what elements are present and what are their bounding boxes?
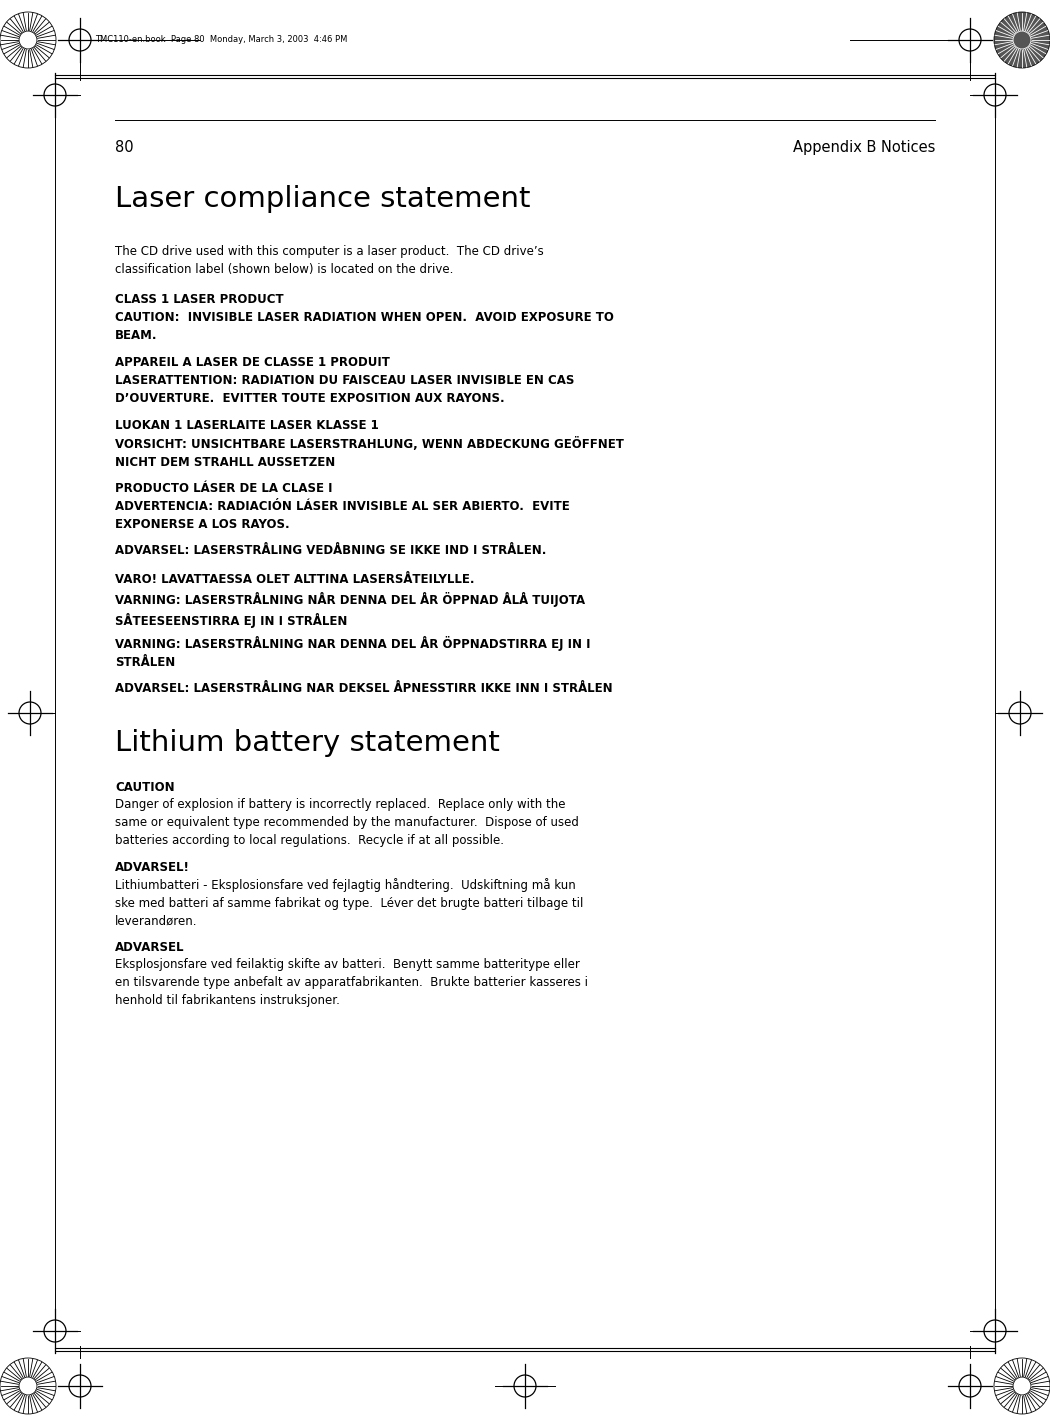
Circle shape [1013,1378,1031,1395]
Text: VARO! LAVATTAESSA OLET ALTTINA LASERSÅTEILYLLE.
VARNING: LASERSTRÅLNING NÅR DENN: VARO! LAVATTAESSA OLET ALTTINA LASERSÅTE… [116,573,585,629]
Text: ADVARSEL: ADVARSEL [116,941,185,954]
Text: The CD drive used with this computer is a laser product.  The CD drive’s
classif: The CD drive used with this computer is … [116,245,544,277]
Text: ADVARSEL!: ADVARSEL! [116,861,190,874]
Text: Danger of explosion if battery is incorrectly replaced.  Replace only with the
s: Danger of explosion if battery is incorr… [116,799,579,847]
Text: Eksplosjonsfare ved feilaktig skifte av batteri.  Benytt samme batteritype eller: Eksplosjonsfare ved feilaktig skifte av … [116,958,588,1007]
Text: APPAREIL A LASER DE CLASSE 1 PRODUIT
LASERATTENTION: RADIATION DU FAISCEAU LASER: APPAREIL A LASER DE CLASSE 1 PRODUIT LAS… [116,356,574,405]
Circle shape [994,1358,1050,1415]
Circle shape [994,11,1050,68]
Text: Lithium battery statement: Lithium battery statement [116,729,500,757]
Text: ADVARSEL: LASERSTRÅLING NAR DEKSEL ÅPNESSTIRR IKKE INN I STRÅLEN: ADVARSEL: LASERSTRÅLING NAR DEKSEL ÅPNES… [116,682,612,694]
Text: Appendix B Notices: Appendix B Notices [793,140,934,155]
Text: Laser compliance statement: Laser compliance statement [116,185,530,212]
Text: CLASS 1 LASER PRODUCT
CAUTION:  INVISIBLE LASER RADIATION WHEN OPEN.  AVOID EXPO: CLASS 1 LASER PRODUCT CAUTION: INVISIBLE… [116,292,614,342]
Circle shape [0,11,56,68]
Circle shape [19,1378,37,1395]
Circle shape [0,1358,56,1415]
Text: CAUTION: CAUTION [116,781,174,794]
Text: ADVARSEL: LASERSTRÅLING VEDÅBNING SE IKKE IND I STRÅLEN.: ADVARSEL: LASERSTRÅLING VEDÅBNING SE IKK… [116,545,546,558]
Text: LUOKAN 1 LASERLAITE LASER KLASSE 1
VORSICHT: UNSICHTBARE LASERSTRAHLUNG, WENN AB: LUOKAN 1 LASERLAITE LASER KLASSE 1 VORSI… [116,419,624,469]
Circle shape [1013,31,1031,48]
Text: PRODUCTO LÁSER DE LA CLASE I
ADVERTENCIA: RADIACIÓN LÁSER INVISIBLE AL SER ABIER: PRODUCTO LÁSER DE LA CLASE I ADVERTENCIA… [116,482,570,530]
Text: VARNING: LASERSTRÅLNING NAR DENNA DEL ÅR ÖPPNADSTIRRA EJ IN I
STRÅLEN: VARNING: LASERSTRÅLNING NAR DENNA DEL ÅR… [116,636,590,669]
Text: TMC110-en.book  Page 80  Monday, March 3, 2003  4:46 PM: TMC110-en.book Page 80 Monday, March 3, … [94,36,348,44]
Circle shape [19,31,37,48]
Text: 80: 80 [116,140,133,155]
Text: Lithiumbatteri - Eksplosionsfare ved fejlagtig håndtering.  Udskiftning må kun
s: Lithiumbatteri - Eksplosionsfare ved fej… [116,878,584,928]
